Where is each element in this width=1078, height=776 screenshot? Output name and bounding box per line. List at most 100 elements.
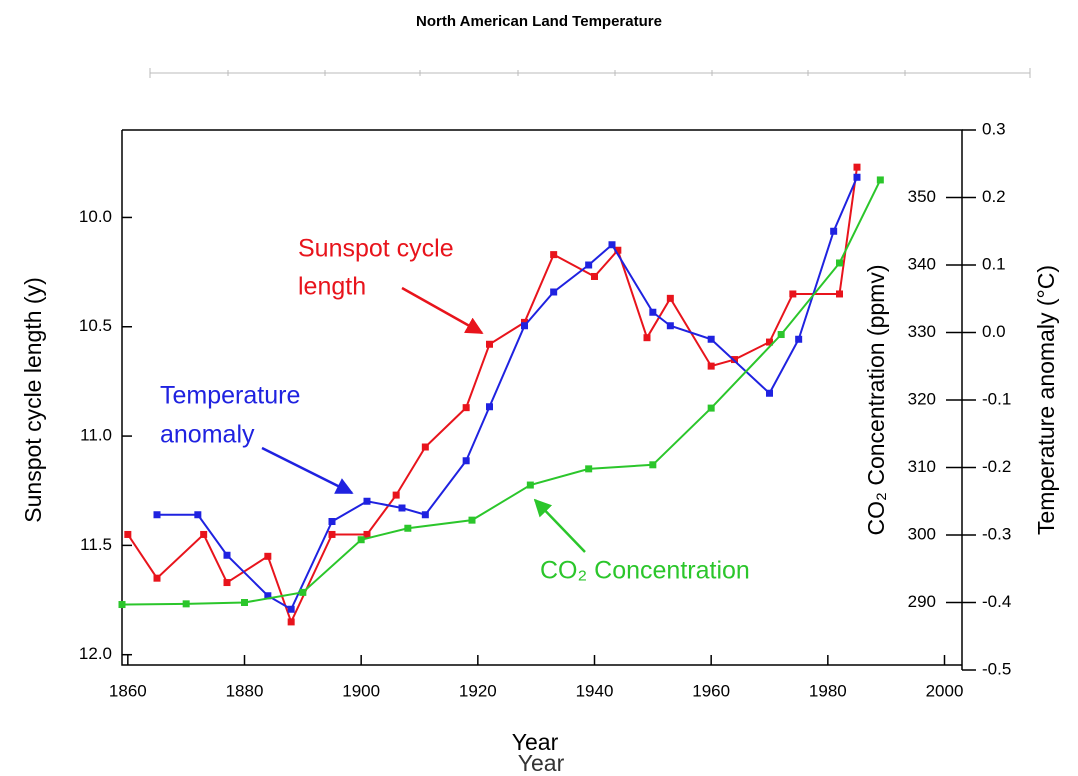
point-marker <box>363 497 371 505</box>
point-marker <box>287 618 295 626</box>
y2-tick-label: 290 <box>908 592 936 611</box>
annotation-arrow <box>533 498 586 553</box>
top-ruler <box>149 68 1031 78</box>
y-tick-label: 11.0 <box>80 426 112 445</box>
x-tick-label: 1920 <box>459 681 497 700</box>
point-marker <box>299 588 307 596</box>
x-axis-label: Year <box>518 750 565 776</box>
point-marker <box>707 404 715 412</box>
point-marker <box>526 481 534 489</box>
point-marker <box>766 338 773 346</box>
x-tick-label: 1980 <box>809 681 847 700</box>
point-marker <box>124 530 132 538</box>
annotation-arrow <box>261 446 354 495</box>
y3-tick-label: 0.1 <box>982 254 1006 273</box>
point-marker <box>486 340 493 348</box>
y3-tick-label: 0.0 <box>982 322 1006 341</box>
point-marker <box>585 261 593 269</box>
y3-tick-label: -0.3 <box>982 524 1011 543</box>
x-axis-label: Year <box>512 729 559 755</box>
y-tick-label: 10.5 <box>79 316 112 335</box>
y3-tick-label: -0.4 <box>982 592 1011 611</box>
point-marker <box>357 536 365 544</box>
point-marker <box>836 259 843 267</box>
point-marker <box>468 516 476 524</box>
point-marker <box>608 241 616 249</box>
point-marker <box>853 173 861 181</box>
point-marker <box>614 246 622 254</box>
point-marker <box>153 511 161 519</box>
point-marker <box>830 227 838 235</box>
point-marker <box>707 335 715 343</box>
point-marker <box>836 290 843 298</box>
point-marker <box>666 294 674 302</box>
point-marker <box>182 600 190 608</box>
x-tick-label: 1940 <box>576 681 614 700</box>
point-marker <box>200 530 208 538</box>
point-marker <box>118 601 126 609</box>
annotation: length <box>298 273 366 301</box>
point-marker <box>392 491 400 499</box>
point-marker <box>649 308 657 316</box>
series-line <box>127 167 858 625</box>
point-marker <box>462 457 470 465</box>
point-marker <box>223 579 231 587</box>
point-marker <box>643 334 651 342</box>
y2-tick-label: 340 <box>908 254 936 273</box>
x-tick-label: 1860 <box>109 681 147 700</box>
y2-axis-label: CO₂ Concentration (ppmv) <box>863 265 889 536</box>
annotation: Sunspot cycle <box>298 235 454 263</box>
y3-tick-label: -0.1 <box>982 389 1011 408</box>
series-line <box>157 176 858 611</box>
point-marker <box>550 251 558 259</box>
point-marker <box>404 524 412 532</box>
point-marker <box>194 511 202 519</box>
point-marker <box>421 443 429 451</box>
point-marker <box>398 504 406 512</box>
series-line <box>121 179 882 606</box>
point-marker <box>666 322 674 330</box>
point-marker <box>264 592 272 600</box>
point-marker <box>328 530 336 538</box>
y3-tick-label: 0.3 <box>982 119 1006 138</box>
annotation: CO₂ Concentration <box>540 557 750 585</box>
point-marker <box>585 465 593 473</box>
y3-axis-label: Temperature anomaly (°C) <box>1033 265 1059 535</box>
y-axis-label: Sunspot cycle length (y) <box>20 277 46 522</box>
x-tick-label: 1900 <box>342 681 380 700</box>
point-marker <box>766 389 773 397</box>
point-marker <box>462 404 470 412</box>
y2-tick-label: 330 <box>908 322 936 341</box>
y-tick-label: 10.0 <box>79 207 112 226</box>
y3-tick-label: -0.5 <box>982 659 1011 678</box>
point-marker <box>328 518 336 525</box>
y3-tick-label: -0.2 <box>982 457 1011 476</box>
x-tick-label: 1960 <box>692 681 730 700</box>
point-marker <box>707 362 715 370</box>
point-marker <box>789 290 797 298</box>
point-marker <box>241 599 248 606</box>
point-marker <box>649 461 657 469</box>
point-marker <box>486 403 493 411</box>
point-marker <box>363 530 371 538</box>
chart-title: North American Land Temperature <box>416 13 662 30</box>
point-marker <box>153 574 161 582</box>
y2-tick-label: 350 <box>908 187 936 206</box>
point-marker <box>521 322 528 330</box>
y-tick-label: 11.5 <box>80 535 112 554</box>
point-marker <box>287 605 295 613</box>
point-marker <box>591 272 598 280</box>
point-marker <box>876 176 884 184</box>
annotation: Temperature <box>160 382 300 410</box>
annotation: anomaly <box>160 421 255 449</box>
point-marker <box>777 331 785 339</box>
point-marker <box>223 551 231 559</box>
point-marker <box>795 335 803 343</box>
y2-tick-label: 300 <box>908 524 936 543</box>
y3-tick-label: 0.2 <box>982 187 1006 206</box>
point-marker <box>550 288 558 296</box>
point-marker <box>264 552 272 560</box>
y2-tick-label: 320 <box>908 389 936 408</box>
point-marker <box>421 511 429 519</box>
